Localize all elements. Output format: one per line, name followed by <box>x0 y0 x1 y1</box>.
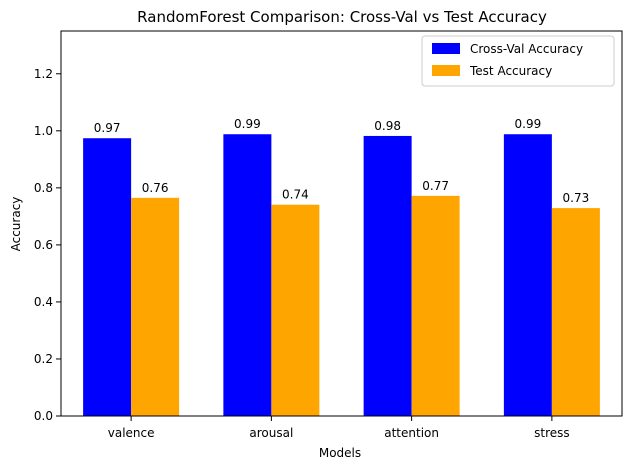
y-tick-label: 0.6 <box>34 238 53 252</box>
bar-2-stress <box>551 208 600 416</box>
data-label: 0.99 <box>234 117 261 131</box>
bar-2-valence <box>131 197 180 416</box>
y-tick-label: 0.4 <box>34 295 53 309</box>
data-label: 0.74 <box>282 188 309 202</box>
legend-swatch <box>432 65 460 76</box>
y-axis: 0.0 0.2 0.4 0.6 0.8 1.0 1.2 <box>34 67 61 423</box>
data-label: 0.99 <box>515 117 542 131</box>
x-axis-label: Models <box>319 446 361 460</box>
x-tick-label: arousal <box>249 426 293 440</box>
data-label: 0.73 <box>563 191 590 205</box>
y-tick-label: 0.0 <box>34 409 53 423</box>
bar-1-valence <box>83 138 132 417</box>
data-label: 0.98 <box>374 119 401 133</box>
data-label: 0.76 <box>142 181 169 195</box>
legend: Cross-Val Accuracy Test Accuracy <box>421 35 615 87</box>
legend-label: Test Accuracy <box>469 64 552 78</box>
plot-area: 0.97 0.99 0.98 0.99 0.76 0.74 0.77 0.73 <box>60 30 623 417</box>
chart-title: RandomForest Comparison: Cross-Val vs Te… <box>137 8 547 26</box>
x-tick-label: stress <box>534 426 570 440</box>
y-tick-label: 0.8 <box>34 181 53 195</box>
data-label: 0.97 <box>94 121 121 135</box>
bar-2-attention <box>411 195 460 416</box>
data-label: 0.77 <box>422 179 449 193</box>
bar-1-stress <box>503 134 552 416</box>
y-tick-label: 1.2 <box>34 67 53 81</box>
y-axis-label: Accuracy <box>9 197 23 252</box>
legend-swatch <box>432 43 460 54</box>
x-tick-label: attention <box>384 426 439 440</box>
y-tick-label: 0.2 <box>34 352 53 366</box>
y-tick-label: 1.0 <box>34 124 53 138</box>
legend-label: Cross-Val Accuracy <box>470 42 583 56</box>
x-tick-label: valence <box>108 426 155 440</box>
legend-box <box>421 35 615 87</box>
bar-1-arousal <box>223 134 272 416</box>
x-axis: valence arousal attention stress <box>108 416 570 440</box>
bar-2-arousal <box>271 204 320 416</box>
bar-1-attention <box>363 135 412 416</box>
plot-frame <box>60 30 623 417</box>
